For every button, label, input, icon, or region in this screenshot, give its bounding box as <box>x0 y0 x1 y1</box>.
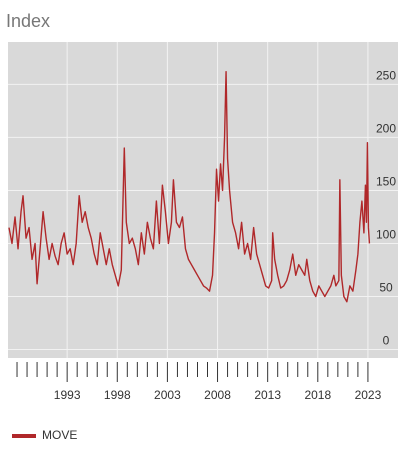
y-tick-label: 50 <box>379 281 393 295</box>
x-tick-label: 2008 <box>204 388 231 402</box>
legend-label: MOVE <box>42 428 77 442</box>
chart-title: Index <box>6 11 50 31</box>
x-tick-label: 2018 <box>304 388 331 402</box>
x-tick-label: 2003 <box>154 388 181 402</box>
x-tick-label: 1998 <box>104 388 131 402</box>
x-tick-label: 1993 <box>54 388 81 402</box>
plot-area <box>8 42 398 358</box>
data-line <box>8 70 371 303</box>
y-tick-label: 150 <box>376 175 396 189</box>
x-tick-label: 2023 <box>355 388 382 402</box>
y-tick-label: 100 <box>376 228 396 242</box>
y-tick-label: 250 <box>376 69 396 83</box>
y-tick-label: 0 <box>383 334 390 348</box>
y-tick-label: 200 <box>376 122 396 136</box>
x-tick-label: 2013 <box>254 388 281 402</box>
